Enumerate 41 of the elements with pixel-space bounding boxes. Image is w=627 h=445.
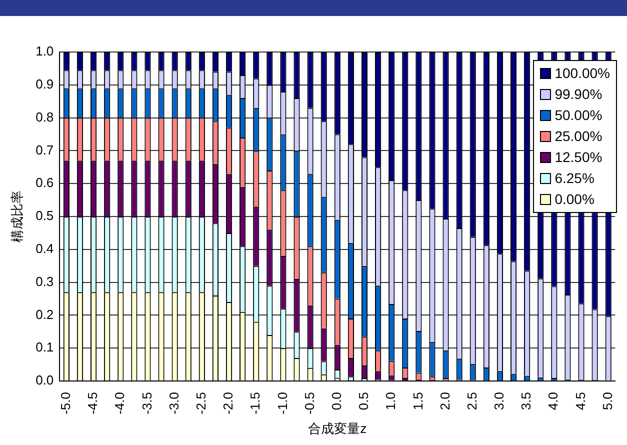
- y-tick-label: 0.2: [36, 306, 54, 322]
- y-tick-label: 0.7: [36, 142, 54, 158]
- x-tick-label: 3.5: [518, 392, 534, 410]
- y-tick-label: 0.8: [36, 109, 54, 124]
- legend-label: 99.90%: [554, 85, 602, 104]
- x-tick-label: 1.5: [410, 392, 426, 410]
- x-tick-label: -5.0: [58, 392, 74, 414]
- y-tick-label: 0.6: [36, 175, 54, 190]
- x-tick-label: 2.5: [464, 392, 480, 410]
- legend-label: 100.00%: [554, 64, 610, 83]
- legend-label: 0.00%: [554, 190, 594, 209]
- x-tick-label: -1.0: [274, 392, 290, 414]
- y-tick-label: 0.3: [36, 274, 54, 289]
- x-tick-label: 4.5: [572, 392, 588, 410]
- legend-label: 12.50%: [554, 148, 602, 167]
- y-tick-label: 1.0: [36, 44, 54, 59]
- x-tick-label: 2.0: [437, 392, 452, 410]
- x-tick-label: 0.5: [356, 392, 372, 410]
- legend-label: 6.25%: [554, 169, 594, 188]
- x-tick-label: 3.0: [492, 392, 507, 410]
- x-tick-label: 4.0: [546, 392, 561, 410]
- legend-label: 50.00%: [554, 106, 602, 125]
- x-tick-label: -1.5: [248, 392, 263, 414]
- y-tick-label: 0.0: [36, 372, 54, 388]
- y-tick-label: 0.5: [36, 208, 54, 224]
- x-tick-label: 1.0: [383, 392, 398, 410]
- x-tick-label: -4.0: [112, 392, 128, 414]
- legend-label: 25.00%: [554, 127, 602, 146]
- x-axis-title: 合成変量z: [308, 420, 367, 436]
- y-axis-title: 構成比率: [9, 190, 24, 242]
- y-tick-label: 0.4: [36, 240, 54, 256]
- y-tick-label: 0.9: [36, 76, 54, 92]
- x-tick-label: -2.0: [220, 392, 236, 414]
- x-tick-label: 5.0: [600, 392, 615, 410]
- y-tick-label: 0.1: [36, 340, 54, 355]
- x-tick-label: -4.5: [85, 392, 100, 414]
- x-tick-label: -3.5: [139, 392, 154, 414]
- x-tick-label: 0.0: [328, 392, 344, 410]
- x-tick-label: -0.5: [302, 392, 317, 414]
- x-tick-label: -2.5: [194, 392, 208, 414]
- x-tick-label: -3.0: [166, 392, 182, 414]
